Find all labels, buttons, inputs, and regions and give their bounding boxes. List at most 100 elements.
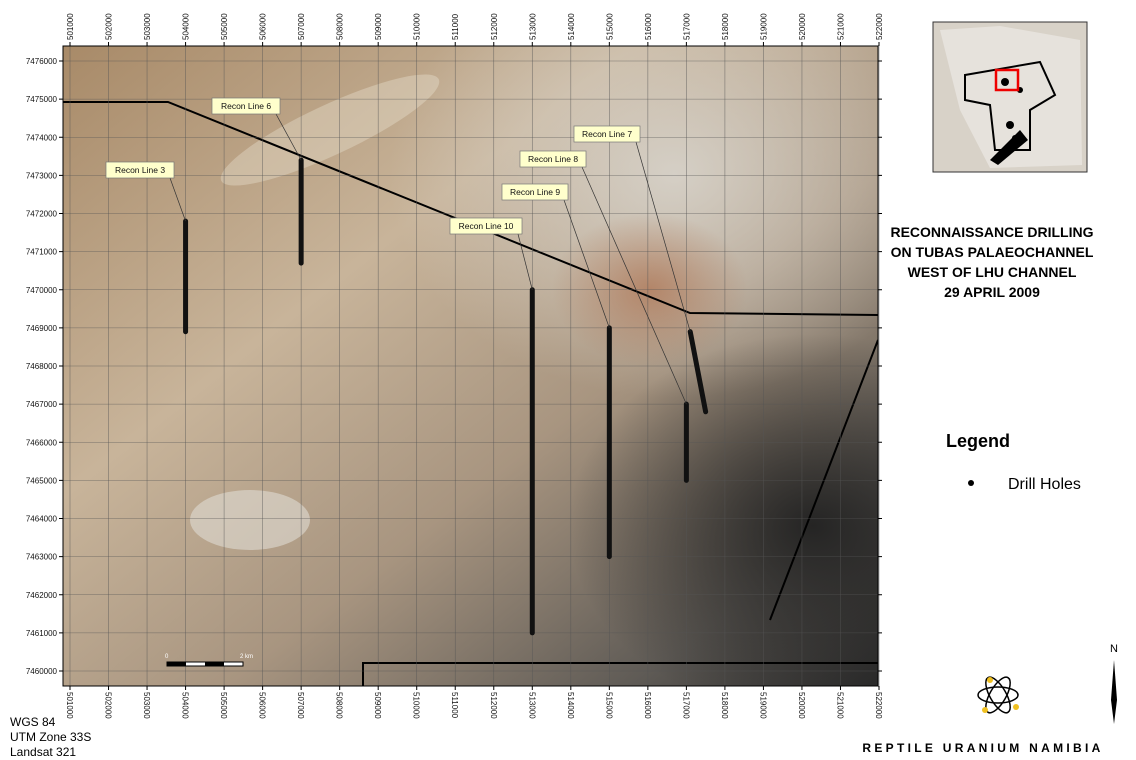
x-tick-label: 521000 <box>835 692 844 719</box>
map-title: WEST OF LHU CHANNEL <box>908 264 1077 280</box>
x-tick-label: 501000 <box>65 692 74 719</box>
y-tick-label: 7474000 <box>26 133 58 142</box>
y-tick-label: 7469000 <box>26 324 58 333</box>
label-box <box>573 125 641 143</box>
projection-note: Landsat 321 <box>10 745 76 759</box>
projection-note: WGS 84 <box>10 715 56 729</box>
x-tick-label: 502000 <box>104 692 113 719</box>
x-tick-label: 514000 <box>566 692 575 719</box>
x-tick-label: 503000 <box>142 692 151 719</box>
leader-line <box>563 199 610 328</box>
label-box <box>519 150 587 168</box>
y-tick-label: 7470000 <box>26 286 58 295</box>
x-tick-label: 520000 <box>798 13 807 40</box>
drill-line-label: Recon Line 3 <box>115 165 165 175</box>
north-label: N <box>1110 643 1118 655</box>
x-tick-label: 510000 <box>413 13 422 40</box>
leader-line <box>275 113 302 161</box>
x-tick-label: 506000 <box>259 13 268 40</box>
y-tick-label: 7464000 <box>26 515 58 524</box>
y-tick-label: 7475000 <box>26 95 58 104</box>
x-tick-label: 503000 <box>143 13 152 40</box>
y-tick-label: 7476000 <box>26 57 58 66</box>
y-tick-label: 7467000 <box>26 400 58 409</box>
y-tick-label: 7461000 <box>26 629 58 638</box>
label-box <box>449 217 523 235</box>
x-tick-label: 516000 <box>644 13 653 40</box>
drill-line <box>687 329 709 415</box>
x-tick-label: 512000 <box>489 692 498 719</box>
x-tick-label: 509000 <box>373 692 382 719</box>
x-tick-label: 517000 <box>681 692 690 719</box>
x-tick-label: 510000 <box>412 692 421 719</box>
x-tick-label: 519000 <box>758 692 767 719</box>
y-tick-label: 7462000 <box>26 591 58 600</box>
x-tick-label: 514000 <box>567 13 576 40</box>
scale-bar: 0 2 km <box>165 654 253 667</box>
x-tick-label: 505000 <box>219 692 228 719</box>
label-box <box>211 97 281 115</box>
x-tick-label: 509000 <box>374 13 383 40</box>
map-frame <box>62 45 879 687</box>
x-tick-label: 513000 <box>527 692 536 719</box>
x-tick-label: 519000 <box>759 13 768 40</box>
map-title: ON TUBAS PALAEOCHANNEL <box>891 244 1094 260</box>
x-tick-label: 515000 <box>604 692 613 719</box>
y-tick-label: 7466000 <box>26 438 58 447</box>
x-tick-label: 522000 <box>875 13 884 40</box>
y-tick-label: 7473000 <box>26 171 58 180</box>
x-tick-label: 513000 <box>528 13 537 40</box>
leader-line <box>517 233 533 290</box>
x-tick-label: 507000 <box>297 13 306 40</box>
projection-note: UTM Zone 33S <box>10 730 91 744</box>
legend-item: Drill Holes <box>1008 476 1081 493</box>
company-name: REPTILE URANIUM NAMIBIA <box>862 741 1103 755</box>
x-tick-label: 502000 <box>105 13 114 40</box>
leader-line <box>635 141 691 332</box>
x-tick-label: 506000 <box>258 692 267 719</box>
x-tick-label: 518000 <box>721 13 730 40</box>
scale-label: 0 <box>165 654 169 660</box>
x-tick-label: 508000 <box>335 692 344 719</box>
x-tick-label: 516000 <box>643 692 652 719</box>
north-arrow: N <box>1110 643 1118 724</box>
x-tick-label: 512000 <box>490 13 499 40</box>
x-tick-label: 504000 <box>181 692 190 719</box>
drill-line-label: Recon Line 6 <box>221 101 271 111</box>
x-tick-label: 507000 <box>296 692 305 719</box>
scale-label: 2 km <box>240 654 253 660</box>
x-tick-label: 521000 <box>836 13 845 40</box>
y-tick-label: 7468000 <box>26 362 58 371</box>
x-tick-label: 517000 <box>682 13 691 40</box>
legend-symbol <box>968 480 974 486</box>
map-title: RECONNAISSANCE DRILLING <box>890 224 1093 240</box>
x-tick-label: 522000 <box>874 692 883 719</box>
x-tick-label: 511000 <box>450 692 459 719</box>
x-tick-label: 508000 <box>336 13 345 40</box>
grid: 501000 501000 502000 502000 503000 503000 5040… <box>26 13 884 719</box>
drill-line-label: Recon Line 10 <box>459 221 514 231</box>
y-tick-label: 7465000 <box>26 476 58 485</box>
y-tick-label: 7472000 <box>26 210 58 219</box>
drill-line-label: Recon Line 8 <box>528 154 578 164</box>
inset-map <box>932 21 1088 173</box>
label-box <box>105 161 175 179</box>
company-logo <box>977 676 1019 714</box>
legend-title: Legend <box>946 431 1010 451</box>
leader-line <box>581 166 687 405</box>
label-box <box>501 183 569 201</box>
x-tick-label: 505000 <box>220 13 229 40</box>
y-tick-label: 7463000 <box>26 553 58 562</box>
x-tick-label: 501000 <box>66 13 75 40</box>
drill-line-label: Recon Line 7 <box>582 129 632 139</box>
drill-line-label: Recon Line 9 <box>510 187 560 197</box>
x-tick-label: 515000 <box>605 13 614 40</box>
x-tick-label: 504000 <box>182 13 191 40</box>
y-tick-label: 7460000 <box>26 667 58 676</box>
x-tick-label: 511000 <box>451 13 460 40</box>
map-title: 29 APRIL 2009 <box>944 284 1040 300</box>
leader-line <box>169 177 186 222</box>
y-tick-label: 7471000 <box>26 248 58 257</box>
